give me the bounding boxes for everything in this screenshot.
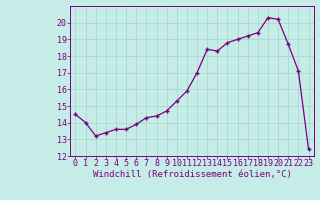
X-axis label: Windchill (Refroidissement éolien,°C): Windchill (Refroidissement éolien,°C)	[92, 170, 292, 179]
